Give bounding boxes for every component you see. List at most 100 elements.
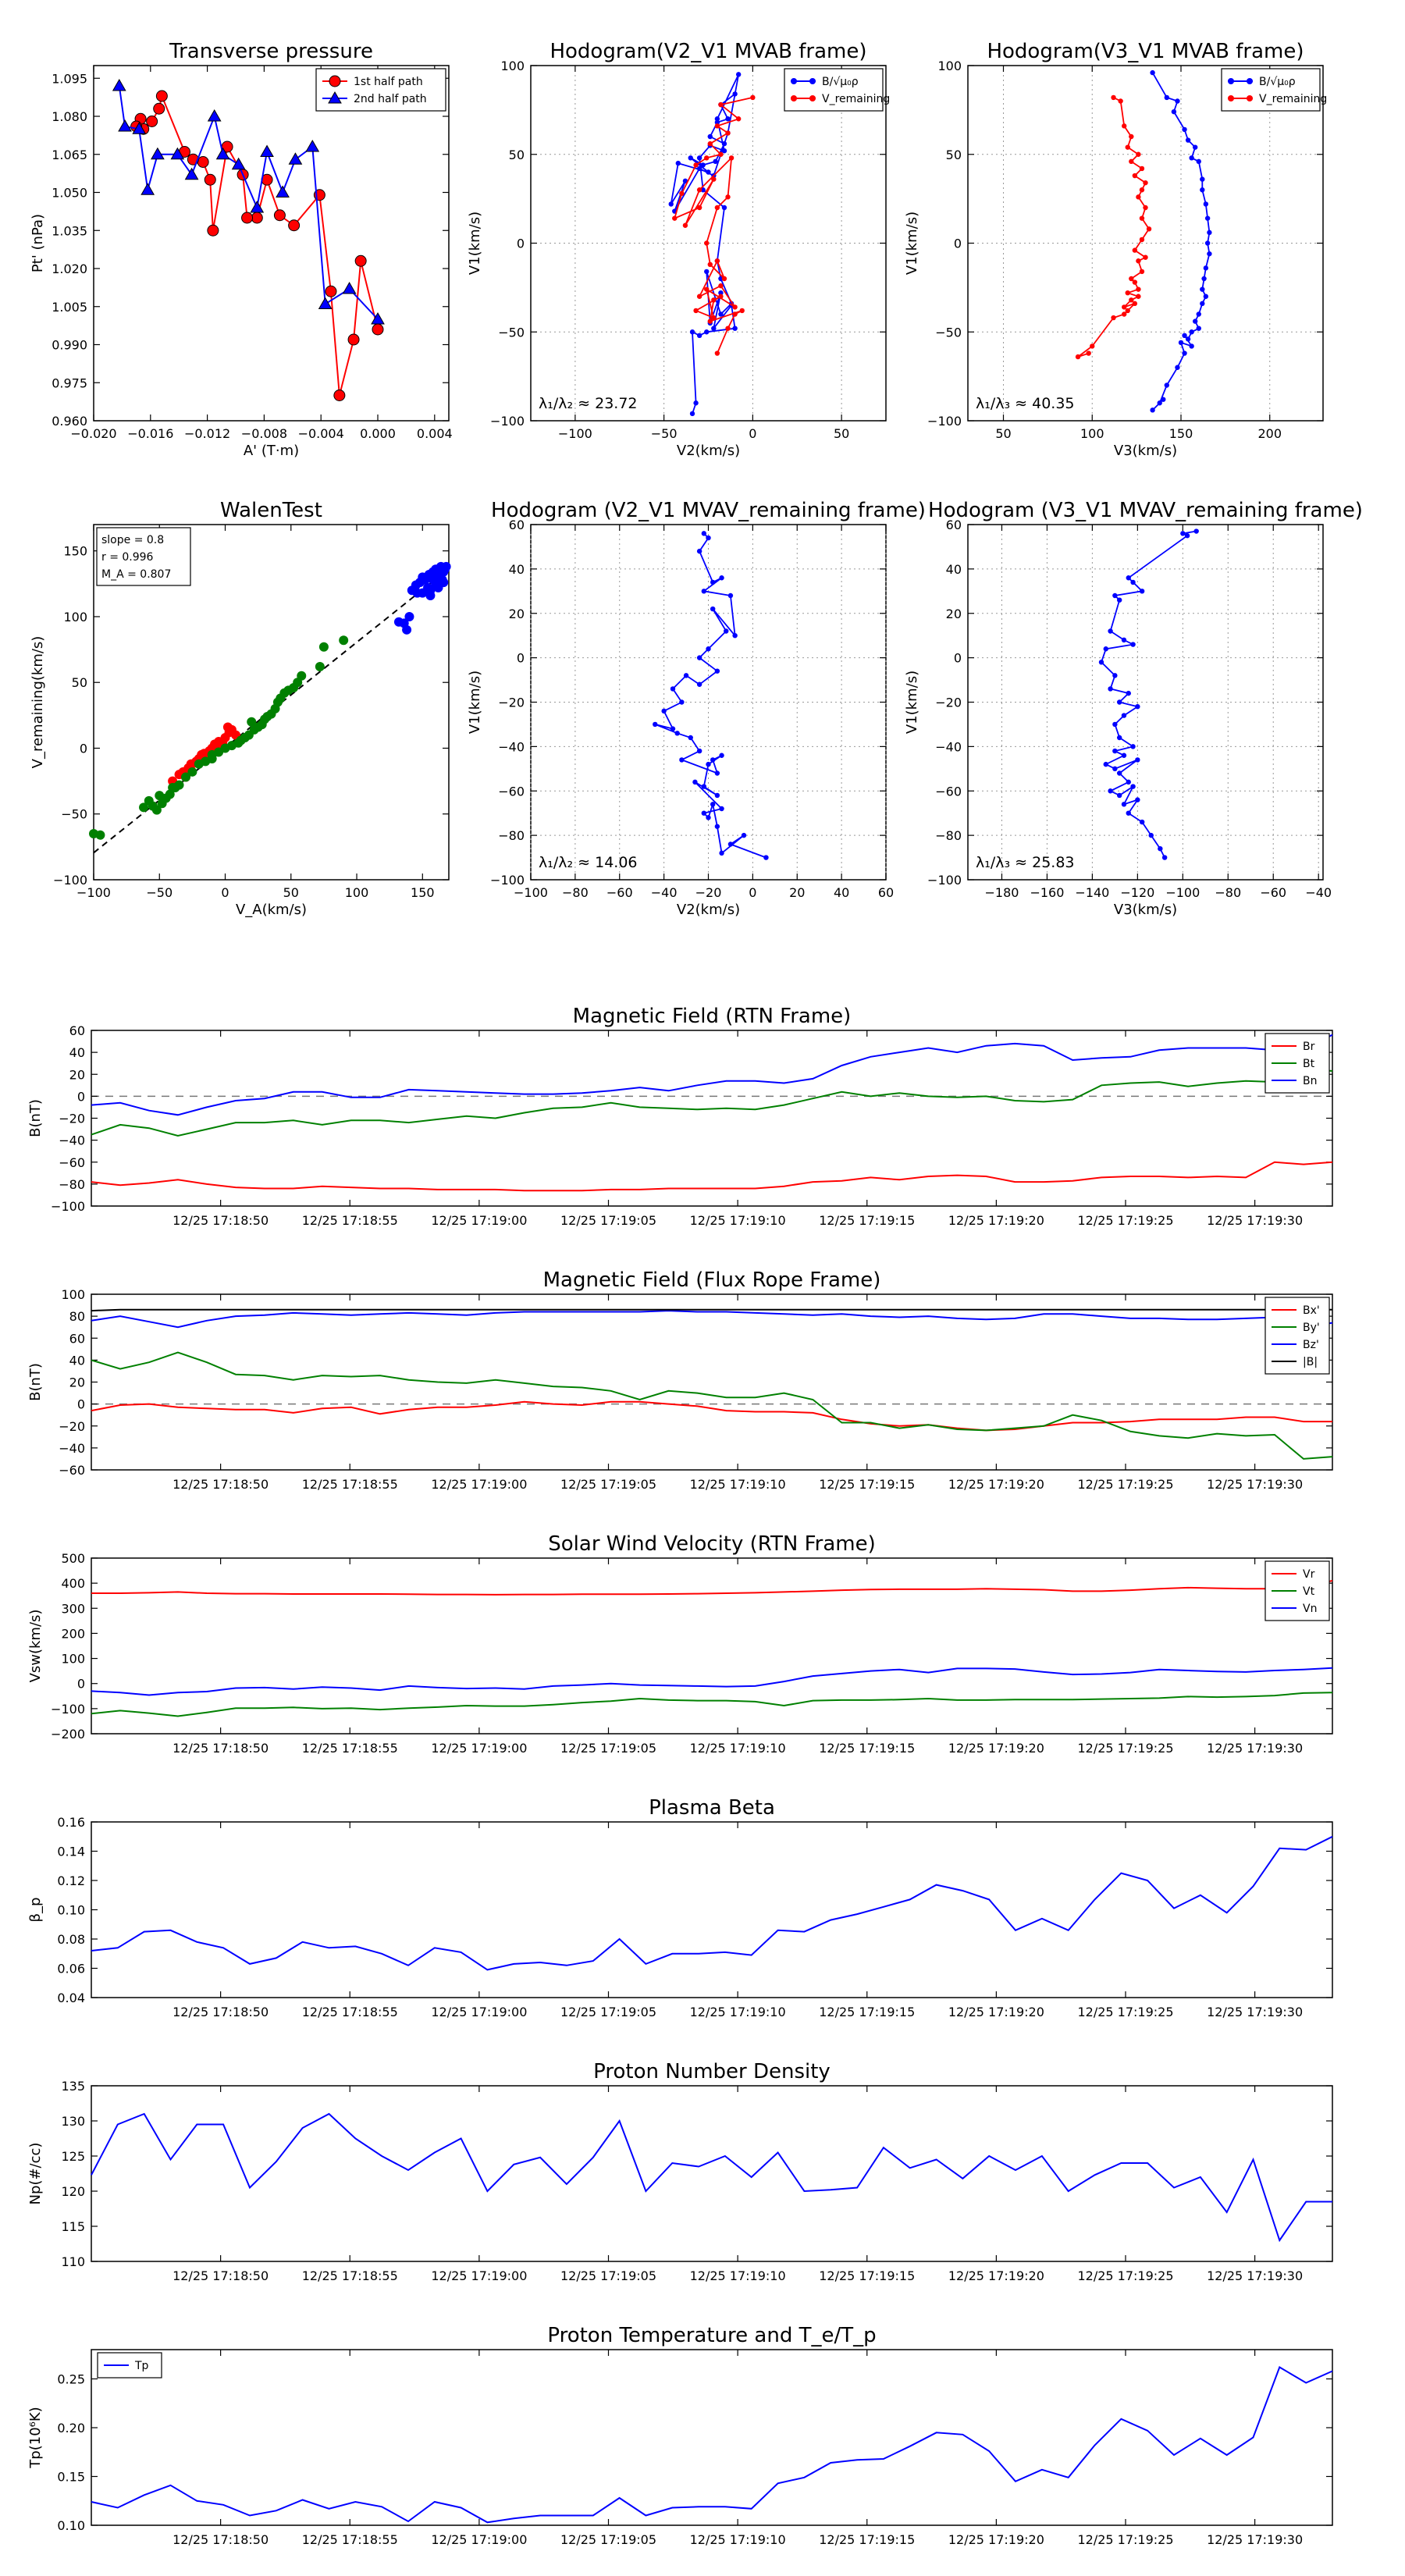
data-point <box>693 308 699 314</box>
data-point <box>1203 265 1209 271</box>
data-point <box>682 178 688 184</box>
time-tick-label: 12/25 17:19:15 <box>819 2005 915 2019</box>
data-point <box>342 281 357 294</box>
y-axis-label: Tp(10⁶K) <box>27 2407 44 2468</box>
y-tick-label: 20 <box>946 607 962 621</box>
x-axis-label: A' (T·m) <box>244 443 299 459</box>
x-tick-label: 40 <box>834 885 849 900</box>
data-point <box>732 311 738 317</box>
y-tick-label: 1.095 <box>52 71 87 86</box>
time-tick-label: 12/25 17:19:20 <box>948 2005 1044 2019</box>
x-tick-label: −40 <box>1305 885 1332 900</box>
data-point <box>186 759 196 769</box>
data-point <box>707 318 713 324</box>
data-point <box>276 185 290 197</box>
y-tick-label: −60 <box>59 1155 85 1170</box>
y-tick-label: 0 <box>77 1397 85 1412</box>
y-tick-label: −80 <box>498 828 525 843</box>
y-tick-label: −20 <box>59 1419 85 1434</box>
x-tick-label: 150 <box>1169 426 1193 441</box>
data-point <box>718 101 724 108</box>
plot-frame <box>93 65 450 422</box>
x-axis-label: V2(km/s) <box>677 902 740 918</box>
data-point <box>170 147 185 160</box>
data-point <box>714 119 720 125</box>
eigenvalue-ratio: λ₁/λ₂ ≈ 23.72 <box>539 395 638 412</box>
data-point <box>1098 660 1104 665</box>
data-point <box>714 668 720 674</box>
time-tick-label: 12/25 17:19:10 <box>690 2532 786 2547</box>
data-point <box>735 72 742 77</box>
y-tick-label: 0.06 <box>57 1962 85 1976</box>
data-point <box>1130 744 1136 749</box>
data-point <box>713 158 718 165</box>
stats-line: r = 0.996 <box>101 551 154 564</box>
data-point <box>721 148 727 154</box>
data-point <box>706 646 711 652</box>
data-point <box>739 308 745 314</box>
data-point <box>701 531 707 536</box>
x-tick-label: −0.008 <box>241 426 287 441</box>
y-tick-label: −80 <box>935 828 962 843</box>
data-point <box>714 350 720 356</box>
data-point <box>741 832 747 838</box>
y-tick-label: 0.990 <box>52 338 87 353</box>
y-tick-label: −20 <box>498 696 525 710</box>
y-tick-label: 135 <box>61 2079 85 2094</box>
data-point <box>1108 628 1113 634</box>
time-tick-label: 12/25 17:19:05 <box>560 1477 656 1492</box>
data-point <box>1150 69 1155 76</box>
data-point <box>1116 770 1122 776</box>
data-point <box>1136 151 1141 157</box>
legend-label: Bt <box>1303 1058 1315 1070</box>
y-tick-label: −80 <box>59 1177 85 1192</box>
time-tick-label: 12/25 17:19:10 <box>690 1213 786 1228</box>
x-tick-label: 100 <box>345 885 369 900</box>
legend-label: |B| <box>1303 1356 1318 1368</box>
legend-label: B/√μ₀ρ <box>1259 76 1296 88</box>
time-tick-label: 12/25 17:18:50 <box>173 1741 269 1756</box>
y-tick-label: −100 <box>51 1199 85 1214</box>
data-point <box>441 561 451 571</box>
y-tick-label: 100 <box>937 59 962 73</box>
data-point <box>1178 340 1184 346</box>
y-tick-label: −40 <box>59 1441 85 1456</box>
chart-title: Proton Number Density <box>593 2060 831 2083</box>
data-point <box>354 254 367 267</box>
data-point <box>140 183 155 195</box>
data-point <box>1075 354 1081 360</box>
y-tick-label: 300 <box>61 1601 85 1616</box>
data-point <box>732 304 738 310</box>
x-tick-label: −80 <box>562 885 589 900</box>
x-tick-label: −100 <box>514 885 548 900</box>
y-tick-label: 200 <box>61 1626 85 1641</box>
data-point <box>706 169 711 175</box>
data-point <box>672 215 678 221</box>
data-point <box>151 147 165 160</box>
data-point <box>714 824 720 829</box>
data-point <box>727 592 734 599</box>
data-point <box>661 708 667 714</box>
plot-frame <box>91 1293 1333 1471</box>
y-tick-label: 20 <box>69 1067 85 1082</box>
chart-title: Hodogram (V3_V1 MVAV_remaining frame) <box>928 499 1363 522</box>
chart-title: Solar Wind Velocity (RTN Frame) <box>548 1532 875 1556</box>
data-point <box>1164 382 1170 388</box>
data-point <box>696 748 702 754</box>
chart-title: Hodogram(V2_V1 MVAB frame) <box>550 40 866 63</box>
data-point <box>1122 304 1127 310</box>
data-point <box>1122 311 1127 317</box>
data-point <box>688 735 693 741</box>
x-tick-label: −0.020 <box>70 426 116 441</box>
data-point <box>1200 301 1205 307</box>
data-point <box>1125 308 1130 314</box>
data-point <box>1136 258 1141 264</box>
time-tick-label: 12/25 17:19:30 <box>1207 1741 1303 1756</box>
data-point <box>1132 247 1138 253</box>
data-point <box>1126 690 1131 696</box>
legend-label: 1st half path <box>354 76 423 88</box>
chart-tp_temp: 0.10 0.15 0.20 0.25 12/25 17:18:50 12/25 17:1… <box>27 2324 1333 2547</box>
data-point <box>714 116 720 122</box>
legend-dot <box>791 78 797 84</box>
plot-frame <box>967 65 1324 422</box>
